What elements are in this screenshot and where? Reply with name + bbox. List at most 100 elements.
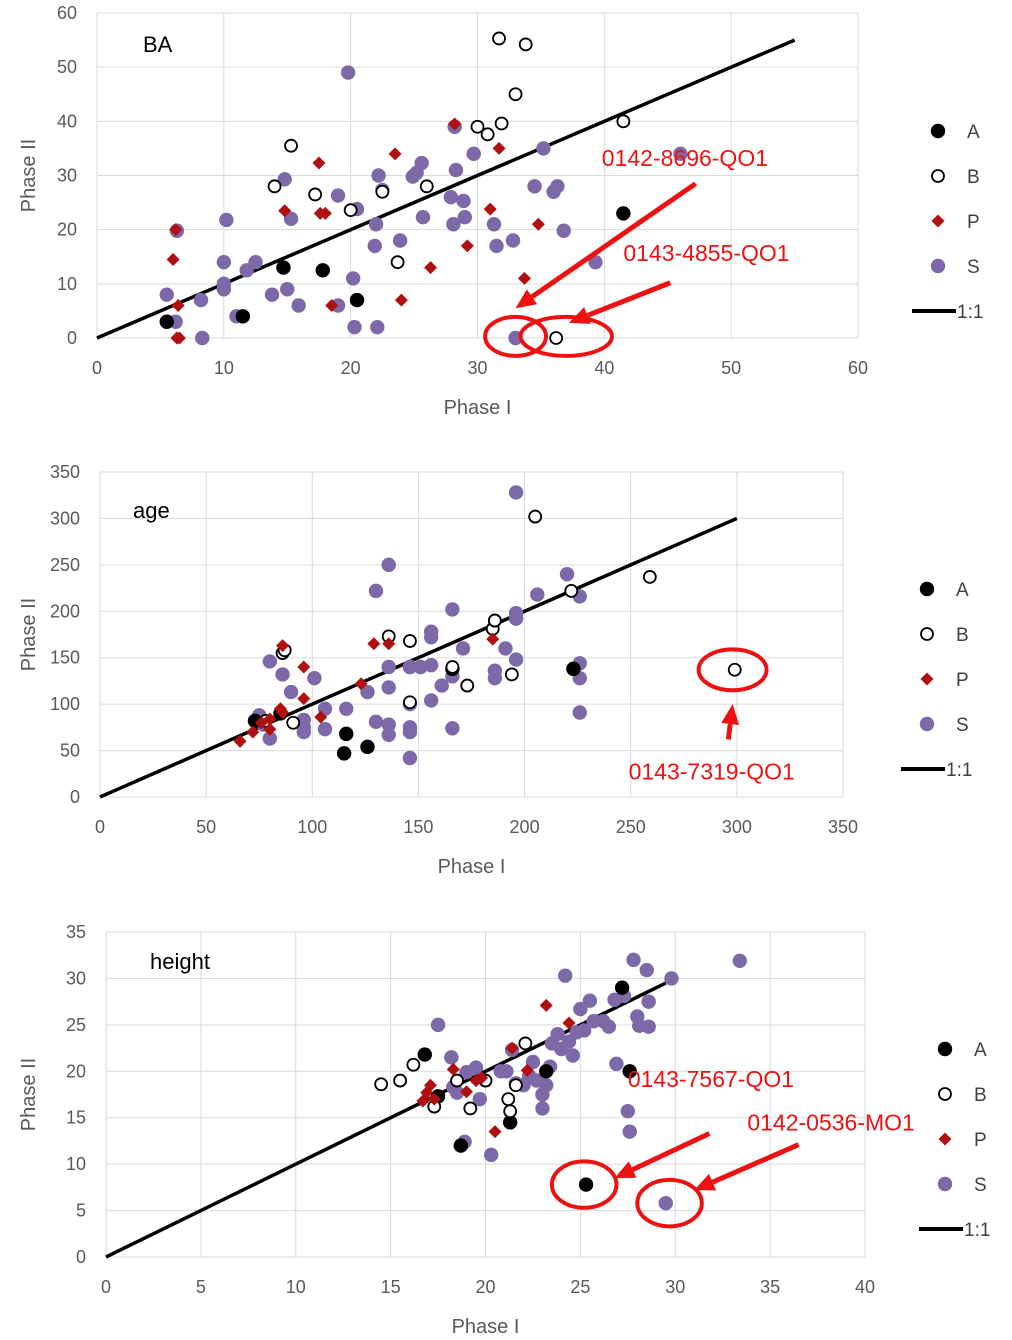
point-S xyxy=(307,670,322,686)
point-S xyxy=(340,65,356,80)
legend-label: 1:1 xyxy=(946,760,972,781)
point-B xyxy=(564,583,579,598)
point-S xyxy=(219,212,234,228)
point-B xyxy=(494,116,509,131)
annotation-arrowhead xyxy=(614,1161,637,1179)
x-tick-label: 100 xyxy=(297,817,327,837)
point-P xyxy=(520,1063,534,1077)
point-P xyxy=(297,660,311,674)
x-axis-label: Phase I xyxy=(438,856,506,878)
point-P xyxy=(460,239,474,253)
point-S xyxy=(414,155,429,171)
legend-label: P xyxy=(956,670,969,691)
point-S xyxy=(641,994,656,1009)
point-S xyxy=(456,193,471,209)
point-A xyxy=(276,260,291,275)
point-A xyxy=(417,1047,432,1062)
point-S xyxy=(371,168,386,183)
chart-age: 0 50 100 150 200 250 300 350 0 50 100 150 200 250 300 3… xyxy=(18,462,972,878)
y-axis-label: Phase II xyxy=(18,1058,40,1131)
point-P xyxy=(314,710,328,724)
y-tick-label: 10 xyxy=(66,1154,86,1174)
point-P xyxy=(539,998,553,1012)
point-A xyxy=(315,263,330,278)
y-tick-label: 30 xyxy=(57,166,77,186)
point-S xyxy=(446,217,461,232)
point-P xyxy=(325,299,339,312)
x-tick-label: 20 xyxy=(475,1277,495,1297)
y-tick-label: 250 xyxy=(50,555,80,575)
point-S xyxy=(277,172,292,187)
point-P xyxy=(427,1092,441,1106)
x-tick-label: 300 xyxy=(722,817,752,837)
x-tick-label: 10 xyxy=(286,1277,306,1297)
point-B xyxy=(528,509,543,524)
y-tick-label: 0 xyxy=(70,787,80,807)
x-tick-label: 350 xyxy=(828,817,858,837)
annotation-circle xyxy=(518,314,614,358)
point-S xyxy=(658,1195,673,1211)
point-S xyxy=(525,1054,541,1070)
x-tick-label: 50 xyxy=(721,358,741,378)
legend-label: B xyxy=(974,1085,987,1106)
legend-label: A xyxy=(956,580,969,601)
point-S xyxy=(262,731,278,746)
point-S xyxy=(262,654,278,669)
point-S xyxy=(626,952,641,968)
point-B xyxy=(450,1073,464,1088)
legend-label: P xyxy=(974,1130,987,1151)
point-S xyxy=(368,217,384,232)
annotation-label: 0143-4855-QO1 xyxy=(623,240,789,266)
x-tick-label: 35 xyxy=(760,1277,780,1297)
chart-title: BA xyxy=(143,32,173,57)
point-S xyxy=(664,971,679,986)
point-P xyxy=(354,677,368,691)
x-axis-label: Phase I xyxy=(444,397,512,419)
y-tick-label: 60 xyxy=(57,3,77,23)
point-B xyxy=(508,1078,523,1093)
y-tick-label: 200 xyxy=(50,601,80,621)
point-S xyxy=(330,188,346,203)
point-P xyxy=(446,1062,460,1076)
point-S xyxy=(291,298,306,313)
y-axis-label: Phase II xyxy=(18,139,40,212)
point-A xyxy=(566,661,581,677)
point-B xyxy=(390,255,405,270)
point-S xyxy=(550,179,565,194)
point-B xyxy=(503,1104,518,1119)
x-tick-label: 0 xyxy=(92,358,102,378)
point-B xyxy=(487,613,502,628)
point-S xyxy=(193,292,209,308)
point-S xyxy=(620,1104,636,1119)
point-S xyxy=(381,727,396,742)
chart-title: age xyxy=(133,498,170,523)
legend-label: A xyxy=(967,122,980,143)
point-S xyxy=(457,210,473,225)
point-S xyxy=(486,217,502,232)
point-A xyxy=(360,739,375,755)
y-tick-label: 10 xyxy=(57,274,77,294)
point-S xyxy=(530,587,545,602)
y-tick-label: 50 xyxy=(60,741,80,761)
point-P xyxy=(166,252,180,266)
x-tick-label: 25 xyxy=(570,1277,590,1297)
y-tick-label: 20 xyxy=(57,220,77,240)
x-tick-label: 30 xyxy=(665,1277,685,1297)
legend-marker-B xyxy=(938,1087,952,1101)
point-P xyxy=(276,706,290,719)
point-S xyxy=(296,720,311,735)
point-P xyxy=(483,202,497,216)
point-P xyxy=(448,117,462,131)
point-S xyxy=(572,705,587,720)
x-tick-label: 15 xyxy=(381,1277,401,1297)
point-B xyxy=(419,179,434,194)
point-S xyxy=(159,287,174,302)
point-S xyxy=(576,1023,592,1038)
point-B xyxy=(508,87,523,102)
point-S xyxy=(367,238,382,254)
point-A xyxy=(539,1064,554,1079)
point-S xyxy=(536,141,551,156)
point-S xyxy=(283,684,299,700)
point-P xyxy=(388,147,402,161)
annotation-arrow xyxy=(725,723,733,740)
